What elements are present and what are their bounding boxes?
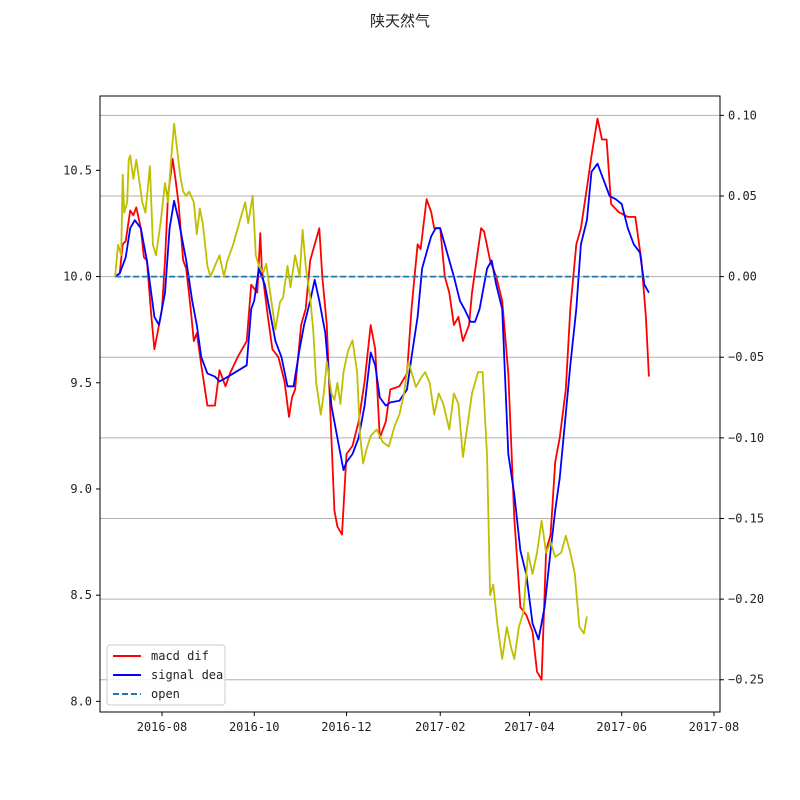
y-left-tick-label: 10.0 xyxy=(63,270,92,284)
legend: macd dif signal dea open xyxy=(106,644,226,706)
series-layer xyxy=(114,117,650,681)
x-tick-label: 2016-08 xyxy=(137,720,188,734)
y-left-tick-label: 9.0 xyxy=(70,482,92,496)
chart-title: 陕天然气 xyxy=(369,12,430,30)
x-tick-label: 2017-06 xyxy=(596,720,647,734)
signal-dea-line xyxy=(114,162,650,641)
x-axis: 2016-08 2016-10 2016-12 2017-02 2017-04 2017-… xyxy=(137,712,740,734)
x-tick-label: 2016-12 xyxy=(321,720,372,734)
plot-frame xyxy=(99,95,721,713)
y-right-tick-label: 0.00 xyxy=(728,270,757,284)
y-right-tick-label: −0.10 xyxy=(728,431,764,445)
y-right-tick-label: −0.25 xyxy=(728,673,764,687)
x-tick-label: 2017-04 xyxy=(504,720,555,734)
x-tick-label: 2016-10 xyxy=(229,720,280,734)
y-right-tick-label: 0.05 xyxy=(728,189,757,203)
y-left-tick-label: 8.0 xyxy=(70,694,92,708)
y-right-tick-label: −0.20 xyxy=(728,592,764,606)
legend-label: macd dif xyxy=(151,649,209,663)
legend-label: open xyxy=(151,687,180,701)
x-tick-label: 2017-08 xyxy=(689,720,740,734)
y-axis-left: 8.0 8.5 9.0 9.5 10.0 10.5 xyxy=(63,163,100,708)
y-right-tick-label: −0.15 xyxy=(728,511,764,525)
x-tick-label: 2017-02 xyxy=(415,720,466,734)
legend-box xyxy=(106,644,226,706)
y-left-tick-label: 9.5 xyxy=(70,376,92,390)
y-right-tick-label: −0.05 xyxy=(728,350,764,364)
y-right-tick-label: 0.10 xyxy=(728,108,757,122)
legend-label: signal dea xyxy=(151,668,223,682)
price-line xyxy=(114,122,588,660)
y-left-tick-label: 8.5 xyxy=(70,588,92,602)
y-axis-right: 0.10 0.05 0.00 −0.05 −0.10 −0.15 −0.20 −0.25 xyxy=(720,108,764,687)
y-left-tick-label: 10.5 xyxy=(63,163,92,177)
